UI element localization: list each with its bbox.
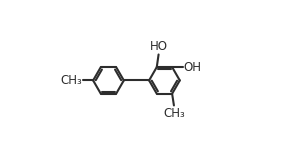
Text: CH₃: CH₃ bbox=[61, 74, 82, 87]
Text: OH: OH bbox=[184, 61, 202, 74]
Text: HO: HO bbox=[150, 40, 168, 53]
Text: CH₃: CH₃ bbox=[163, 106, 185, 120]
